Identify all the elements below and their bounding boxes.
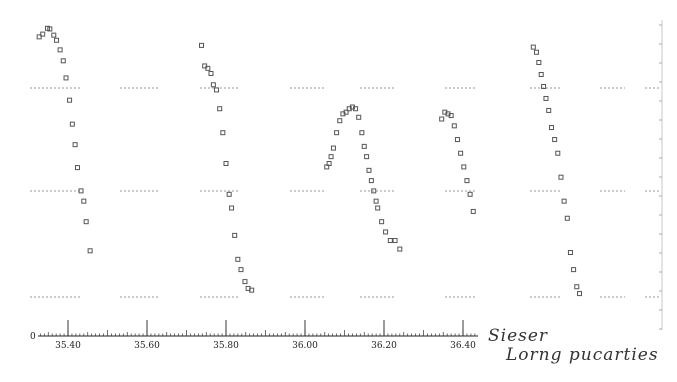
data-point-s1-4 <box>210 82 216 88</box>
data-point-s3-5 <box>397 246 403 252</box>
data-point-s0-14 <box>81 198 87 204</box>
data-point-s4-0 <box>530 44 536 50</box>
data-point-s2-16 <box>368 178 374 184</box>
data-point-s3-14 <box>464 178 470 184</box>
x-tick-label-0: 35.40 <box>55 341 81 351</box>
data-point-s1-3 <box>208 70 214 76</box>
data-point-s3-4 <box>392 238 398 244</box>
data-point-s0-0 <box>36 34 42 40</box>
data-point-s0-10 <box>69 121 75 127</box>
data-point-s0-12 <box>74 165 80 171</box>
data-point-s0-1 <box>40 31 46 37</box>
data-point-s2-13 <box>361 143 367 149</box>
data-point-s1-10 <box>229 205 235 211</box>
data-point-s3-12 <box>458 150 464 156</box>
data-point-s0-8 <box>63 75 69 81</box>
x-tick-label-5: 36.40 <box>450 341 476 351</box>
data-point-s4-10 <box>558 174 564 180</box>
data-point-s0-7 <box>60 58 66 64</box>
data-point-s2-18 <box>373 198 379 204</box>
data-point-s4-5 <box>543 95 549 101</box>
data-point-s3-11 <box>454 137 460 143</box>
data-point-s3-15 <box>467 191 473 197</box>
data-point-s4-1 <box>533 49 539 55</box>
data-point-s1-5 <box>214 87 220 93</box>
data-point-s1-7 <box>220 130 226 136</box>
data-point-s4-6 <box>546 107 552 113</box>
x-tick-label-1: 35.60 <box>134 341 160 351</box>
data-point-s3-0 <box>375 205 381 211</box>
data-point-s1-12 <box>235 256 241 262</box>
data-point-s4-15 <box>574 284 580 290</box>
data-point-s3-3 <box>387 238 393 244</box>
data-point-s2-12 <box>359 130 365 136</box>
data-point-s1-0 <box>199 42 205 48</box>
data-point-s4-9 <box>555 150 561 156</box>
data-point-s4-13 <box>567 250 573 255</box>
data-point-s1-11 <box>232 232 238 238</box>
x-tick-label-2: 35.80 <box>213 341 239 351</box>
data-point-s2-2 <box>328 154 334 160</box>
data-point-s3-2 <box>383 229 389 235</box>
handwritten-note-line-2: Lorng pucarties <box>506 345 659 365</box>
data-point-s3-16 <box>470 208 476 214</box>
data-point-s0-15 <box>83 219 89 225</box>
data-point-s1-14 <box>242 279 248 285</box>
data-point-s1-13 <box>238 267 244 273</box>
data-point-s2-1 <box>326 161 332 166</box>
data-point-s0-6 <box>57 47 63 53</box>
x-tick-label-3: 36.00 <box>292 341 318 351</box>
data-point-s0-3 <box>47 26 53 32</box>
right-axis <box>659 20 663 330</box>
data-point-s2-10 <box>353 106 359 112</box>
data-point-s4-14 <box>571 267 577 273</box>
data-point-s0-11 <box>72 142 78 148</box>
data-points <box>36 25 583 297</box>
data-point-s0-9 <box>67 97 73 103</box>
data-point-s4-7 <box>548 125 554 131</box>
data-point-s4-4 <box>541 83 547 89</box>
data-point-s3-9 <box>448 113 454 119</box>
data-point-s1-6 <box>217 106 223 112</box>
data-point-s4-11 <box>561 198 567 204</box>
data-point-s3-1 <box>379 219 385 225</box>
data-point-s0-16 <box>87 248 93 254</box>
handwritten-note-line-1: Sieser <box>488 326 549 346</box>
data-point-s2-17 <box>371 188 377 194</box>
data-point-s0-4 <box>51 32 57 38</box>
data-point-s4-2 <box>536 60 542 66</box>
data-point-s2-15 <box>366 167 372 173</box>
data-point-s1-9 <box>226 191 232 197</box>
data-point-s2-11 <box>356 114 362 120</box>
data-point-s1-8 <box>223 161 229 166</box>
data-point-s4-8 <box>552 137 558 143</box>
data-point-s2-14 <box>364 154 370 160</box>
data-point-s4-16 <box>577 291 583 297</box>
data-point-s0-13 <box>78 188 84 194</box>
data-point-s2-7 <box>343 109 349 115</box>
data-point-s2-3 <box>330 145 336 151</box>
data-point-s1-16 <box>249 287 255 293</box>
data-point-s2-5 <box>337 118 343 124</box>
origin-label: 0 <box>30 332 36 342</box>
data-point-s2-4 <box>334 130 340 136</box>
data-point-s1-2 <box>205 65 211 71</box>
data-point-s0-5 <box>54 37 60 43</box>
reference-lines <box>30 87 660 298</box>
data-point-s3-13 <box>461 164 467 170</box>
x-tick-label-4: 36.20 <box>371 341 397 351</box>
data-point-s4-12 <box>564 215 570 221</box>
data-point-s4-3 <box>538 72 544 77</box>
data-point-s3-6 <box>439 116 445 122</box>
data-point-s3-10 <box>451 123 457 129</box>
x-axis: 35.40 35.60 35.80 36.00 36.20 36.40 0 <box>30 320 478 351</box>
